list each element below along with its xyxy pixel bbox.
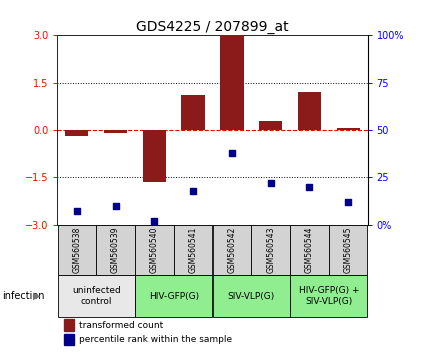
Text: percentile rank within the sample: percentile rank within the sample (79, 335, 232, 344)
Point (306, 184, 313, 189)
Bar (65, 130, 88, 136)
Bar (64, 334, 74, 346)
Text: GSM560540: GSM560540 (150, 227, 159, 273)
Text: ▶: ▶ (33, 291, 41, 301)
Text: HIV-GFP(G): HIV-GFP(G) (149, 292, 199, 301)
Text: uninfected
control: uninfected control (72, 286, 121, 306)
Bar (135, 224, 173, 275)
Text: GSM560544: GSM560544 (305, 227, 314, 273)
Text: transformed count: transformed count (79, 321, 163, 330)
Bar (259, 120, 282, 130)
Bar (290, 224, 329, 275)
Text: infection: infection (2, 291, 45, 301)
Point (267, 180, 274, 186)
Text: GSM560545: GSM560545 (344, 227, 353, 273)
Bar (135, 275, 212, 318)
Text: GSM560543: GSM560543 (266, 227, 275, 273)
Text: GSM560538: GSM560538 (72, 227, 81, 273)
Bar (290, 275, 368, 318)
Bar (96, 224, 135, 275)
Bar (298, 92, 321, 130)
Point (151, 218, 158, 224)
Text: HIV-GFP(G) +
SIV-VLP(G): HIV-GFP(G) + SIV-VLP(G) (299, 286, 359, 306)
Bar (181, 95, 205, 130)
Bar (174, 224, 212, 275)
Bar (337, 129, 360, 130)
Bar (212, 224, 251, 275)
Bar (252, 224, 290, 275)
Point (112, 203, 119, 209)
Point (345, 199, 351, 205)
Text: GSM560542: GSM560542 (227, 227, 236, 273)
Bar (57, 275, 135, 318)
Title: GDS4225 / 207899_at: GDS4225 / 207899_at (136, 21, 289, 34)
Bar (220, 35, 244, 130)
Text: SIV-VLP(G): SIV-VLP(G) (228, 292, 275, 301)
Point (74, 209, 80, 214)
Bar (329, 224, 368, 275)
Bar (57, 224, 96, 275)
Point (229, 150, 235, 155)
Bar (64, 319, 74, 331)
Text: GSM560539: GSM560539 (111, 227, 120, 273)
Bar (212, 275, 290, 318)
Bar (143, 130, 166, 182)
Bar (104, 130, 127, 133)
Point (190, 188, 196, 193)
Text: GSM560541: GSM560541 (189, 227, 198, 273)
